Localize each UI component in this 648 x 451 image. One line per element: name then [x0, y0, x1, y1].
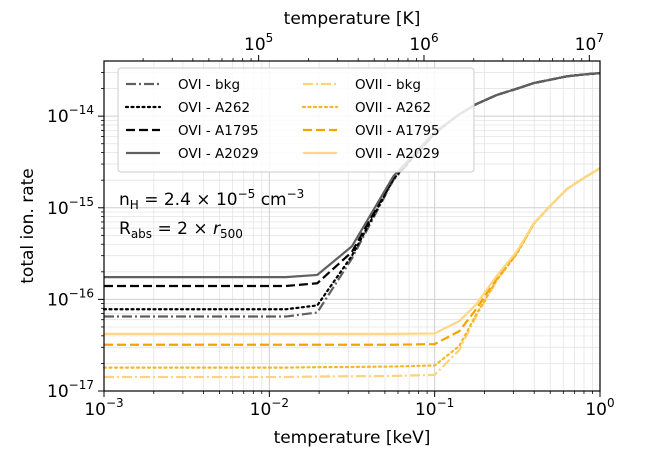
legend-label: OVI - A262: [178, 100, 250, 116]
x-tick-label: 10−3: [84, 396, 123, 420]
ann1-unit: cm: [255, 190, 286, 210]
series-line-ovi-bkg: [104, 72, 601, 318]
top-x-tick-label: 105: [244, 31, 273, 55]
ann1-pre: n: [119, 190, 130, 210]
ann1-unit-sup: −3: [287, 187, 305, 201]
ann2-pre: R: [119, 219, 131, 239]
ann1-eq: = 2.4 × 10: [139, 190, 238, 210]
density-annotation: nH = 2.4 × 10−5 cm−3: [119, 187, 304, 212]
series-layer: [102, 72, 602, 379]
series-line-ovi-a2029: [104, 72, 601, 279]
legend: OVI - bkg OVI - A262 OVI - A1795 OVI - A202…: [117, 67, 475, 173]
x-tick-label: 10−2: [250, 396, 289, 420]
y-tick-label: 10−15: [47, 195, 94, 219]
ann2-var-sub: 500: [220, 227, 243, 241]
legend-label: OVI - A2029: [178, 146, 259, 162]
x-axis-label: temperature [keV]: [274, 428, 431, 448]
series-line-ovii-a2029: [104, 167, 601, 335]
top-x-tick-label: 107: [575, 31, 604, 55]
ann2-sub: abs: [131, 227, 152, 241]
legend-label: OVI - A1795: [178, 123, 259, 139]
annotation: nH = 2.4 × 10−5 cm−3 Rabs = 2 × r500: [119, 187, 304, 241]
y-tick-label: 10−14: [47, 103, 94, 127]
ann2-var: r: [213, 219, 221, 239]
ann2-eq: = 2 ×: [152, 219, 213, 239]
top-x-tick-label: 106: [409, 31, 438, 55]
ticks-layer: 10−3 10−2 10−1 100 105 106 107 10−17 10−16 10−15 1…: [47, 31, 615, 420]
legend-label: OVII - bkg: [355, 77, 421, 93]
x-tick-label: 10−1: [415, 396, 454, 420]
ann1-sup: −5: [238, 187, 256, 201]
top-x-axis-label: temperature [K]: [284, 9, 421, 29]
legend-label: OVII - A2029: [355, 146, 440, 162]
y-tick-label: 10−17: [47, 378, 94, 402]
radius-annotation: Rabs = 2 × r500: [119, 219, 243, 241]
x-tick-label: 100: [585, 396, 614, 420]
legend-label: OVI - bkg: [178, 77, 240, 93]
y-tick-label: 10−16: [47, 286, 94, 310]
ann1-sub: H: [130, 198, 139, 212]
series-line-ovii-a1795: [104, 167, 601, 346]
legend-label: OVII - A1795: [355, 123, 440, 139]
legend-label: OVII - A262: [355, 100, 431, 116]
plot-frame: [103, 60, 601, 392]
y-axis-label: total ion. rate: [18, 168, 38, 284]
legend-box: [117, 67, 475, 173]
